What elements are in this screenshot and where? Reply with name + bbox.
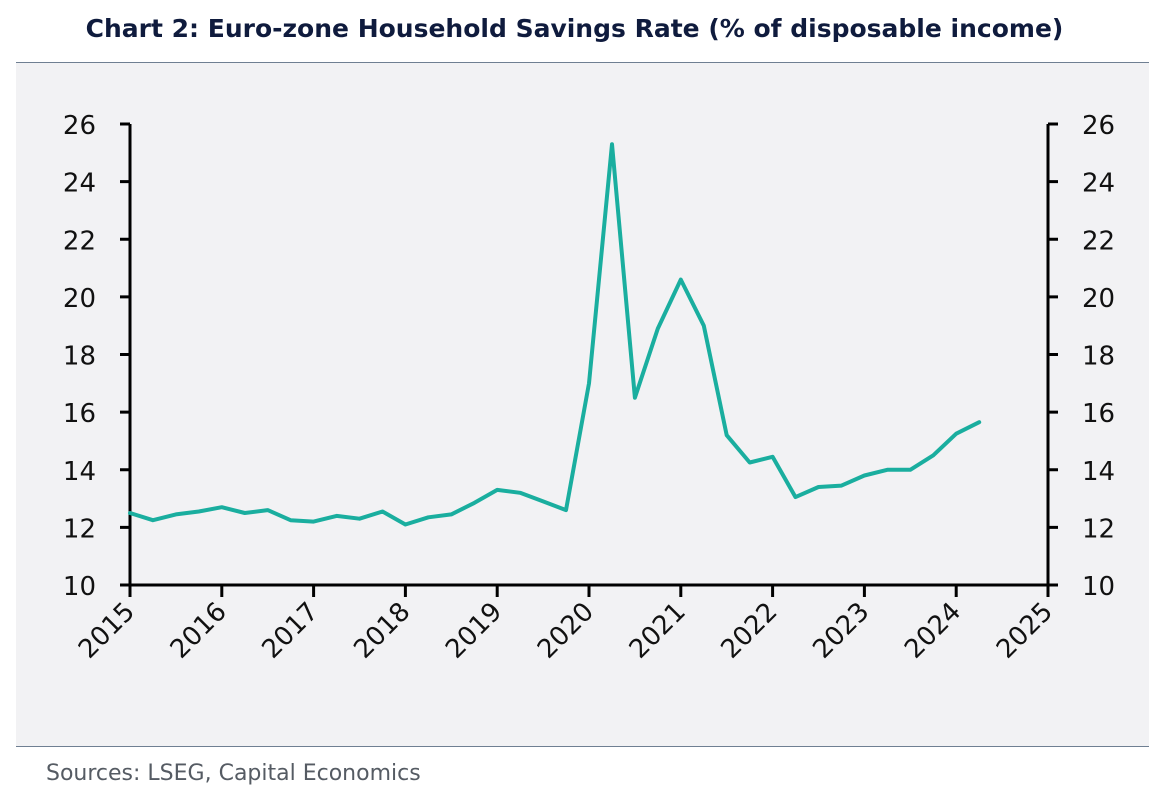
source-divider xyxy=(16,746,1149,747)
y-tick-label-left: 26 xyxy=(63,111,96,141)
x-tick-label: 2025 xyxy=(991,597,1059,665)
x-tick-label: 2021 xyxy=(624,597,692,665)
x-tick-label: 2015 xyxy=(73,597,141,665)
x-tick-label: 2022 xyxy=(716,597,784,665)
y-tick-label-left: 10 xyxy=(63,572,96,602)
y-tick-label-left: 22 xyxy=(63,226,96,256)
y-tick-label-left: 20 xyxy=(63,284,96,314)
y-tick-label-right: 20 xyxy=(1082,284,1115,314)
title-divider xyxy=(16,62,1149,63)
y-tick-label-right: 14 xyxy=(1082,457,1115,487)
y-tick-label-right: 12 xyxy=(1082,514,1115,544)
y-tick-label-right: 16 xyxy=(1082,399,1115,429)
y-tick-label-left: 16 xyxy=(63,399,96,429)
x-tick-label: 2016 xyxy=(165,597,233,665)
plot-panel xyxy=(16,63,1149,746)
chart-title: Chart 2: Euro-zone Household Savings Rat… xyxy=(85,14,1064,43)
x-tick-label: 2024 xyxy=(899,597,967,665)
x-tick-label: 2020 xyxy=(532,597,600,665)
y-tick-label-left: 18 xyxy=(63,342,96,372)
source-note: Sources: LSEG, Capital Economics xyxy=(46,761,421,786)
y-tick-label-right: 18 xyxy=(1082,342,1115,372)
x-tick-label: 2023 xyxy=(807,597,875,665)
y-tick-label-right: 26 xyxy=(1082,111,1115,141)
x-tick-label: 2017 xyxy=(257,597,325,665)
y-tick-label-right: 22 xyxy=(1082,226,1115,256)
y-tick-label-right: 10 xyxy=(1082,572,1115,602)
x-tick-label: 2019 xyxy=(440,597,508,665)
x-tick-label: 2018 xyxy=(348,597,416,665)
y-tick-label-left: 24 xyxy=(63,169,96,199)
savings-rate-line xyxy=(128,142,982,527)
y-tick-label-right: 24 xyxy=(1082,169,1115,199)
y-tick-label-left: 12 xyxy=(63,514,96,544)
y-tick-label-left: 14 xyxy=(63,457,96,487)
